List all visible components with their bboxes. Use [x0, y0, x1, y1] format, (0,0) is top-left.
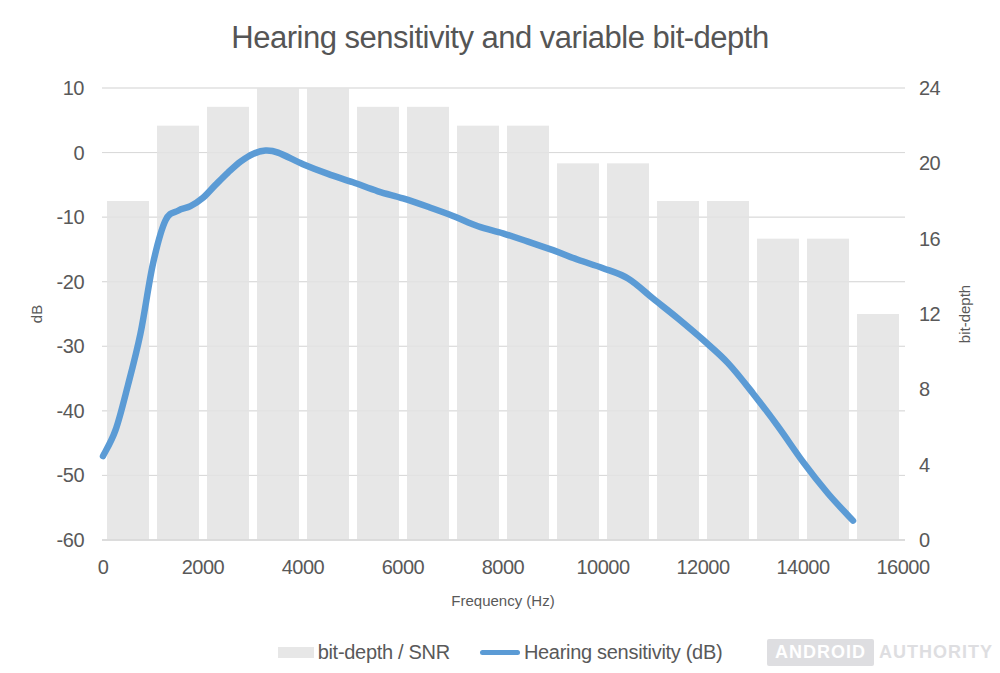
- snr-bar: [607, 163, 649, 540]
- snr-bar: [707, 201, 749, 540]
- watermark: ANDROID AUTHORITY: [767, 639, 993, 666]
- y-axis-right-title: bit-depth: [956, 285, 973, 343]
- plot-area: 10 0 -10 -20 -30 -40 -50 -60 24 20 16 12 8 4 0 0 2000 400…: [0, 0, 1000, 673]
- y-right-tick-label: 20: [919, 152, 941, 174]
- y-left-tick-label: -50: [57, 464, 85, 486]
- y-left-tick-label: 0: [73, 142, 84, 164]
- x-tick-label: 0: [98, 556, 109, 578]
- chart-figure: Hearing sensitivity and variable bit-dep…: [0, 0, 1000, 673]
- legend-item-line: Hearing sensitivity (dB): [480, 641, 722, 664]
- y-left-tick-label: -10: [57, 206, 85, 228]
- y-right-tick-label: 8: [919, 378, 930, 400]
- y-left-tick-label: -20: [57, 271, 85, 293]
- x-tick-label: 4000: [282, 556, 325, 578]
- line-series-swatch: [480, 650, 520, 655]
- legend-label-line: Hearing sensitivity (dB): [524, 641, 722, 664]
- y-right-tick-label: 24: [919, 77, 941, 99]
- x-tick-label: 12000: [676, 556, 729, 578]
- snr-bar: [557, 163, 599, 540]
- snr-bar: [757, 239, 799, 540]
- y-left-tick-label: -60: [57, 529, 85, 551]
- x-tick-label: 16000: [876, 556, 929, 578]
- x-axis-title: Frequency (Hz): [103, 592, 903, 609]
- snr-bar: [657, 201, 699, 540]
- legend-item-bars: bit-depth / SNR: [278, 641, 450, 664]
- y-right-tick-label: 0: [919, 529, 930, 551]
- watermark-suffix-text: AUTHORITY: [879, 642, 993, 663]
- snr-bar: [307, 88, 349, 540]
- snr-bar: [857, 314, 899, 540]
- snr-bar: [457, 126, 499, 540]
- y-left-tick-label: 10: [63, 77, 85, 99]
- x-tick-label: 6000: [382, 556, 425, 578]
- legend-label-bars: bit-depth / SNR: [318, 641, 450, 664]
- y-right-tick-label: 4: [919, 454, 930, 476]
- snr-bar: [157, 126, 199, 540]
- snr-bar: [107, 201, 149, 540]
- x-tick-label: 8000: [482, 556, 525, 578]
- y-right-tick-label: 12: [919, 303, 941, 325]
- y-left-tick-label: -30: [57, 335, 85, 357]
- x-tick-label: 14000: [776, 556, 829, 578]
- watermark-badge-text: ANDROID: [767, 639, 874, 666]
- y-left-tick-label: -40: [57, 400, 85, 422]
- snr-bar: [507, 126, 549, 540]
- x-tick-label: 10000: [576, 556, 629, 578]
- x-tick-label: 2000: [182, 556, 225, 578]
- y-axis-left-title: dB: [28, 305, 45, 323]
- y-right-tick-label: 16: [919, 228, 941, 250]
- bar-series-swatch: [278, 647, 314, 658]
